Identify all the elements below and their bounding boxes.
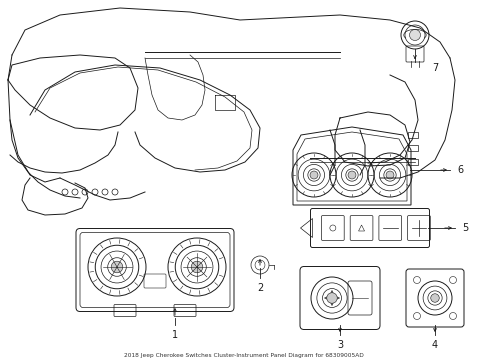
Circle shape: [191, 261, 203, 273]
Circle shape: [326, 293, 337, 303]
Text: 3: 3: [336, 340, 343, 350]
Text: 6: 6: [456, 165, 462, 175]
Circle shape: [408, 30, 420, 40]
Circle shape: [309, 171, 317, 179]
Text: 4: 4: [431, 340, 437, 350]
Text: 1: 1: [172, 330, 178, 340]
Bar: [407, 145, 417, 151]
Bar: [407, 159, 417, 165]
Text: 2: 2: [256, 283, 263, 293]
Circle shape: [385, 171, 393, 179]
Text: 5: 5: [461, 223, 467, 233]
Text: 7: 7: [431, 63, 437, 73]
Bar: [407, 132, 417, 138]
Circle shape: [347, 171, 355, 179]
Circle shape: [111, 261, 122, 273]
Text: 2018 Jeep Cherokee Switches Cluster-Instrument Panel Diagram for 68309005AD: 2018 Jeep Cherokee Switches Cluster-Inst…: [124, 352, 363, 357]
Circle shape: [430, 294, 438, 302]
